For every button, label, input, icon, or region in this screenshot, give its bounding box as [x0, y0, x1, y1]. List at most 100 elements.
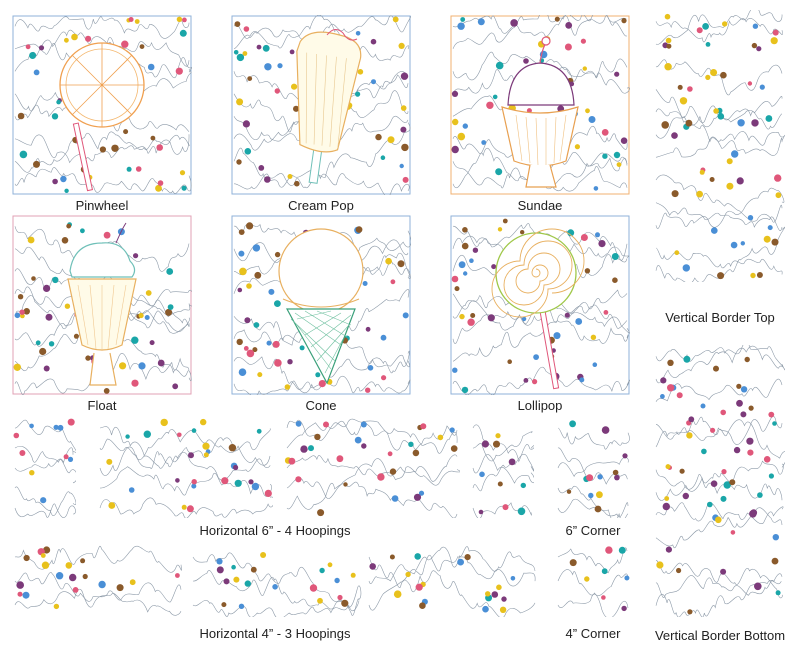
candy-dot: [462, 123, 468, 129]
hoop-design: [368, 546, 536, 617]
candy-dot: [277, 63, 283, 69]
candy-dot: [613, 151, 621, 159]
candy-dot: [350, 572, 356, 578]
candy-dot: [253, 322, 260, 328]
candy-dot: [19, 309, 25, 315]
candy-dot: [129, 579, 136, 586]
candy-dot: [676, 567, 682, 574]
candy-dot: [770, 37, 778, 45]
candy-dot: [67, 456, 74, 462]
candy-dot: [485, 591, 491, 597]
candy-dot: [495, 168, 503, 176]
candy-dot: [121, 40, 129, 48]
candy-dot: [243, 346, 249, 351]
candy-dot: [51, 113, 59, 120]
candy-dot: [65, 562, 73, 569]
sundae-design: [450, 15, 630, 195]
candy-dot: [457, 132, 466, 141]
candy-dot: [300, 445, 308, 453]
stipple-pattern: [557, 427, 630, 518]
candy-dot: [55, 572, 64, 580]
candy-dot: [520, 482, 526, 489]
candy-dot: [582, 66, 587, 71]
stipple-line: [99, 438, 271, 481]
candy-dot: [774, 174, 782, 182]
candy-dot: [387, 136, 395, 144]
candy-dot: [486, 101, 494, 110]
candy-dot: [683, 355, 691, 363]
corner-4-caption: 4” Corner: [565, 626, 621, 641]
candy-dot: [744, 356, 750, 363]
horizontal-6-hoop-3: [284, 418, 460, 518]
candy-dot: [709, 177, 715, 182]
candy-dot: [399, 163, 404, 169]
stipple-line: [655, 378, 783, 402]
candy-dot: [605, 546, 613, 554]
candy-dot: [337, 594, 343, 601]
candy-dot: [449, 427, 455, 433]
candy-dot: [177, 432, 182, 438]
stipple-line: [472, 424, 534, 463]
candy-dot: [660, 377, 667, 384]
candy-dot: [29, 423, 34, 429]
candy-dots: [216, 552, 356, 609]
candy-dot: [765, 115, 773, 122]
candy-dot: [72, 587, 79, 593]
candy-dot: [61, 237, 69, 244]
candy-dot: [696, 190, 703, 198]
candy-dot: [687, 609, 693, 615]
candy-dot: [242, 51, 248, 56]
candy-dot: [284, 384, 291, 390]
candy-dot: [740, 241, 745, 246]
hoop-design: [99, 418, 273, 518]
candy-dot: [569, 559, 577, 567]
candy-dot: [569, 420, 576, 428]
stipple-line: [368, 556, 536, 617]
candy-dot: [191, 479, 197, 485]
candy-dot: [711, 227, 718, 234]
candy-dot: [667, 359, 674, 366]
candy-dot: [315, 372, 321, 378]
candy-dot: [13, 363, 21, 371]
stipple-line: [452, 320, 629, 362]
candy-dot: [662, 502, 670, 511]
candy-dot: [43, 284, 51, 292]
candy-dot: [111, 144, 119, 152]
candy-dot: [497, 481, 503, 487]
candy-dot: [13, 432, 20, 439]
candy-dot: [314, 433, 321, 441]
stipple-line: [452, 366, 630, 395]
lollipop-motif: [491, 228, 585, 390]
stipple-line: [233, 122, 411, 188]
candy-dot: [682, 264, 690, 272]
candy-dot: [106, 458, 113, 465]
candy-dot: [134, 19, 140, 24]
candy-dot: [287, 359, 293, 365]
stipple-line: [655, 416, 785, 468]
candy-dot: [45, 313, 53, 321]
candy-dot: [160, 418, 168, 427]
candy-dot: [43, 546, 51, 554]
candy-dot: [250, 566, 257, 573]
candy-dot: [553, 332, 561, 340]
stipple-line: [655, 469, 783, 501]
candy-dot: [23, 554, 30, 562]
candy-dot: [580, 38, 586, 44]
candy-dot: [365, 387, 371, 393]
stipple-line: [557, 427, 630, 450]
candy-dot: [740, 386, 748, 393]
candy-dot: [674, 250, 680, 256]
candy-dot: [236, 338, 243, 346]
candy-dot: [601, 129, 609, 136]
stipple-line: [192, 600, 360, 617]
candy-dot: [491, 264, 497, 270]
candy-dot: [251, 482, 260, 491]
horizontal-6-hoop-2: [97, 418, 273, 518]
candy-dot: [747, 449, 754, 456]
candy-dot: [730, 530, 736, 535]
candy-dot: [575, 318, 583, 325]
stipple-line: [286, 454, 458, 499]
stipple-line: [655, 573, 783, 598]
candy-dot: [365, 326, 371, 332]
hoop-design: [13, 418, 76, 518]
